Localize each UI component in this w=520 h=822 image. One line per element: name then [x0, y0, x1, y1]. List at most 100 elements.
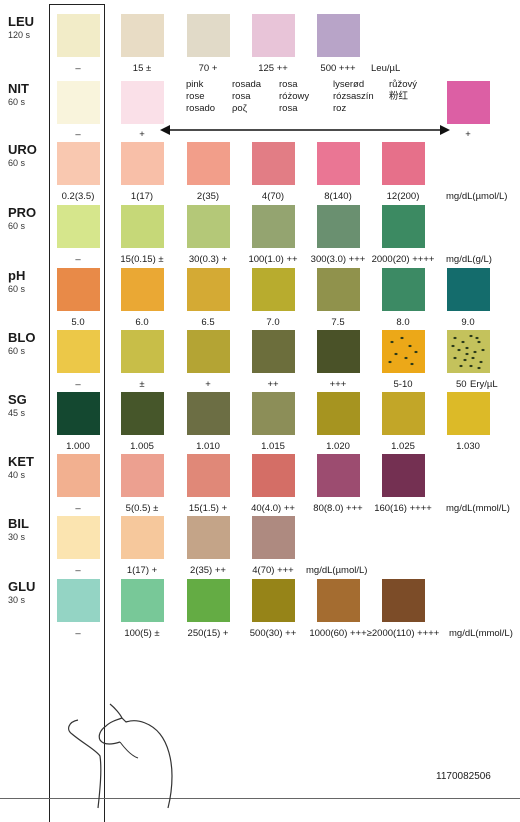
unit-bil: mg/dL(µmol/L) [306, 565, 368, 576]
nit-color-word-2-0: rosa [279, 79, 298, 90]
param-time-bil: 30 s [8, 532, 26, 542]
pad-label-pro-3: 100(1.0) ++ [248, 254, 298, 265]
pad-label-leu-1: 15 ± [132, 63, 152, 74]
pad-label-sg-1: 1.005 [130, 441, 154, 452]
color-pad-ket-5 [382, 454, 425, 497]
pad-label-glu-2: 250(15) + [187, 628, 229, 639]
pad-label-uro-5: 12(200) [386, 191, 420, 202]
param-time-nit: 60 s [8, 97, 26, 107]
nit-color-word-3-1: rózsaszín [333, 91, 374, 102]
param-name-glu: GLU [8, 579, 36, 594]
color-pad-ph-6 [447, 268, 490, 311]
param-time-blo: 60 s [8, 346, 26, 356]
color-pad-pro-0 [57, 205, 100, 248]
pad-label-sg-4: 1.020 [326, 441, 350, 452]
nit-color-word-1-1: rosa [232, 91, 251, 102]
pad-label-sg-5: 1.025 [391, 441, 415, 452]
pad-label-glu-1: 100(5) ± [124, 628, 160, 639]
pad-label-leu-4: 500 +++ [320, 63, 356, 74]
pad-label-sg-0: 1.000 [66, 441, 90, 452]
color-pad-blo-1 [121, 330, 164, 373]
nit-color-word-0-2: rosado [186, 103, 216, 114]
pad-label-pro-5: 2000(20) ++++ [371, 254, 435, 265]
color-pad-ket-3 [252, 454, 295, 497]
param-time-ket: 40 s [8, 470, 26, 480]
pad-label-uro-1: 1(17) [130, 191, 154, 202]
color-pad-blo-3 [252, 330, 295, 373]
color-pad-ket-2 [187, 454, 230, 497]
pad-label-ph-6: 9.0 [461, 317, 475, 328]
pad-label-bil-2: 2(35) ++ [190, 565, 226, 576]
color-pad-sg-2 [187, 392, 230, 435]
param-name-sg: SG [8, 392, 27, 407]
pad-label-glu-3: 500(30) ++ [249, 628, 297, 639]
color-pad-ph-1 [121, 268, 164, 311]
pad-label-uro-4: 8(140) [324, 191, 352, 202]
color-pad-uro-0 [57, 142, 100, 185]
unit-pro: mg/dL(g/L) [446, 254, 492, 265]
unit-glu: mg/dL(mmol/L) [449, 628, 513, 639]
param-time-uro: 60 s [8, 158, 26, 168]
unit-leu: Leu/µL [371, 63, 401, 74]
color-pad-sg-6 [447, 392, 490, 435]
color-pad-glu-3 [252, 579, 295, 622]
nit-range-arrow [160, 125, 450, 135]
blood-dots-icon [451, 334, 485, 370]
color-pad-blo-4 [317, 330, 360, 373]
pad-label-pro-4: 300(3.0) +++ [310, 254, 366, 265]
color-pad-sg-1 [121, 392, 164, 435]
color-pad-pro-1 [121, 205, 164, 248]
color-pad-ket-1 [121, 454, 164, 497]
color-pad-uro-3 [252, 142, 295, 185]
pad-label-ph-5: 8.0 [396, 317, 410, 328]
color-pad-ph-2 [187, 268, 230, 311]
param-name-ket: KET [8, 454, 34, 469]
product-code: 1170082506 [436, 771, 491, 782]
color-pad-pro-3 [252, 205, 295, 248]
color-pad-glu-4 [317, 579, 360, 622]
pad-label-sg-3: 1.015 [261, 441, 285, 452]
pad-label-ket-5: 160(16) ++++ [374, 503, 432, 514]
color-pad-leu-3 [252, 14, 295, 57]
pad-label-nit-0: – [75, 129, 81, 140]
nit-color-word-4-1: 粉红 [389, 91, 409, 102]
unit-uro: mg/dL(µmol/L) [446, 191, 508, 202]
color-pad-glu-5 [382, 579, 425, 622]
color-pad-glu-1 [121, 579, 164, 622]
color-pad-sg-0 [57, 392, 100, 435]
pad-label-pro-1: 15(0.15) ± [120, 254, 164, 265]
color-pad-glu-2 [187, 579, 230, 622]
pad-label-glu-4: 1000(60) +++ [309, 628, 367, 639]
pad-label-blo-1: ± [139, 379, 145, 390]
pad-label-bil-1: 1(17) + [126, 565, 158, 576]
pad-label-ket-1: 5(0.5) ± [125, 503, 159, 514]
color-pad-blo-6 [447, 330, 490, 373]
pad-label-glu-0: – [75, 628, 81, 639]
color-pad-ph-0 [57, 268, 100, 311]
color-pad-leu-2 [187, 14, 230, 57]
nit-color-word-2-2: rosa [279, 103, 298, 114]
nit-color-word-0-1: rose [186, 91, 205, 102]
pad-label-glu-5: ≥2000(110) ++++ [366, 628, 440, 639]
color-pad-blo-2 [187, 330, 230, 373]
param-name-nit: NIT [8, 81, 29, 96]
pad-label-blo-2: + [205, 379, 211, 390]
pad-label-ph-4: 7.5 [331, 317, 345, 328]
blood-dots-icon [388, 336, 418, 366]
color-pad-uro-4 [317, 142, 360, 185]
param-name-ph: pH [8, 268, 26, 283]
param-time-sg: 45 s [8, 408, 26, 418]
pad-label-sg-2: 1.010 [196, 441, 220, 452]
color-pad-pro-5 [382, 205, 425, 248]
color-pad-bil-3 [252, 516, 295, 559]
pad-label-uro-0: 0.2(3.5) [61, 191, 95, 202]
pad-label-pro-0: – [75, 254, 81, 265]
nit-color-word-4-0: růžový [389, 79, 417, 90]
pad-label-bil-0: – [75, 565, 81, 576]
param-name-leu: LEU [8, 14, 34, 29]
param-time-ph: 60 s [8, 284, 26, 294]
param-name-bil: BIL [8, 516, 29, 531]
nit-color-word-1-2: ροζ [232, 103, 247, 114]
color-pad-leu-1 [121, 14, 164, 57]
unit-ket: mg/dL(mmol/L) [446, 503, 510, 514]
